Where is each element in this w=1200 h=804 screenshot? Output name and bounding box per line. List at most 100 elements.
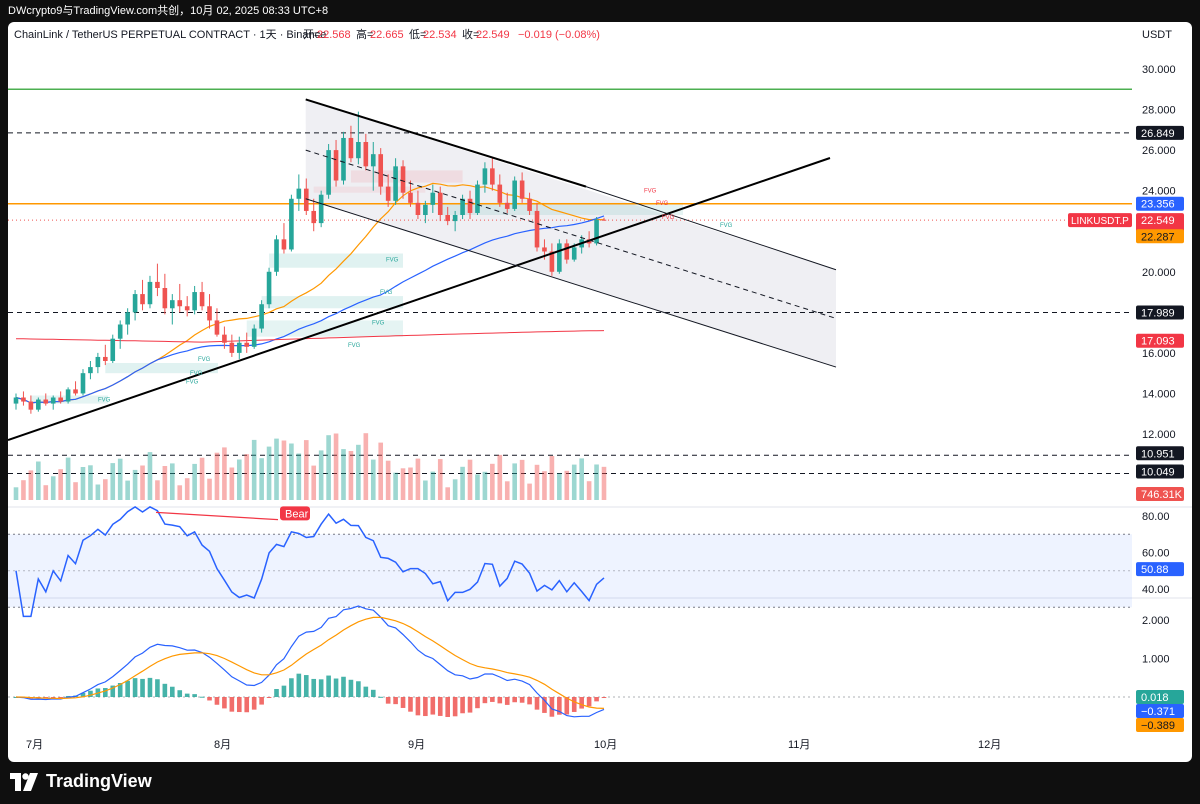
rsi-pane[interactable]: Bear 80.00 60.00 40.00	[8, 505, 1170, 618]
macd-value-tag-bg	[1136, 704, 1184, 718]
price-tag-26849: 26.849	[1141, 128, 1175, 140]
volume-bar	[333, 433, 339, 500]
legend-low-label: 低=	[409, 28, 426, 41]
candle-body	[222, 334, 227, 343]
macd-histogram-bar	[303, 675, 309, 697]
price-tick-label: 20.000	[1142, 267, 1176, 279]
candle-body	[437, 192, 443, 215]
volume-bar	[579, 458, 584, 500]
macd-histogram-bar	[445, 697, 451, 717]
candle-body	[311, 210, 317, 224]
candle-body	[236, 342, 242, 353]
volume-bar	[73, 482, 78, 500]
volume-bar	[117, 458, 123, 500]
chart-canvas[interactable]: ChainLink / TetherUS PERPETUAL CONTRACT …	[8, 22, 1192, 762]
last-price-tag: 22.549	[1141, 215, 1175, 227]
macd-histogram-bar	[393, 697, 398, 705]
macd-signal-line	[15, 616, 605, 709]
macd-tick-label: 1.000	[1142, 654, 1170, 666]
macd-histogram-bar	[155, 679, 160, 697]
price-axis-unit: USDT	[1142, 29, 1172, 41]
volume-bar	[88, 465, 93, 500]
candle-body	[497, 184, 503, 203]
macd-histogram-bar	[504, 697, 510, 705]
candle-body	[400, 166, 406, 193]
volume-bar	[527, 483, 532, 500]
volume-bar	[274, 438, 279, 500]
volume-bar	[236, 459, 242, 500]
chart-panel[interactable]: ChainLink / TetherUS PERPETUAL CONTRACT …	[8, 22, 1192, 762]
macd-histogram-bar	[519, 697, 525, 703]
candle-body	[169, 300, 175, 309]
legend-close-value: 22.549	[476, 29, 510, 41]
bear-badge	[280, 506, 310, 521]
main-pane[interactable]: FVG FVG FVG FVG FVG FVG FVG FVG FVG FVG FVG FVG	[8, 88, 1132, 500]
macd-histogram-bar	[363, 686, 369, 697]
volume-bar	[95, 484, 101, 500]
candle-body	[601, 219, 607, 221]
time-axis-label: 12月	[978, 739, 1001, 751]
candle-body	[363, 142, 369, 167]
price-tick-label: 12.000	[1142, 429, 1176, 441]
candle-body	[214, 320, 220, 335]
volume-bar	[58, 469, 63, 500]
macd-histogram-bar	[534, 697, 540, 710]
macd-histogram-bar	[408, 697, 413, 712]
candle-body	[177, 300, 183, 307]
volume-bar	[504, 481, 510, 500]
price-tag-17093-bg	[1136, 333, 1184, 348]
legend-close-label: 收=	[462, 27, 479, 41]
macd-histogram-bar	[147, 677, 153, 697]
macd-histogram-bar	[65, 695, 71, 697]
candle-body	[467, 198, 473, 213]
volume-bar	[452, 479, 458, 500]
time-axis[interactable]: 7月 8月 9月 10月 11月 12月	[26, 739, 1001, 751]
volume-tag-bg	[1136, 487, 1184, 501]
candle-body	[117, 324, 123, 339]
price-axis[interactable]: 30.00028.00026.00024.00022.00020.00018.0…	[1142, 64, 1176, 441]
ascending-trendline	[8, 157, 831, 441]
candle-body	[341, 137, 346, 181]
symbol-tag-bg	[1068, 213, 1132, 228]
macd-histogram-bar	[385, 697, 391, 704]
volume-bar	[423, 480, 428, 500]
volume-bar	[467, 459, 473, 500]
candle-body	[281, 239, 287, 250]
fvg-label: FVG	[98, 398, 111, 404]
volume-bar	[385, 460, 391, 500]
rsi-tick-label: 40.00	[1142, 584, 1170, 596]
macd-histogram-bar	[222, 697, 227, 709]
macd-histogram-bar	[296, 673, 302, 697]
fvg-label: FVG	[662, 215, 675, 221]
channel-top-bold-line	[305, 98, 587, 188]
fvg-label: FVG	[198, 357, 211, 363]
candle-body	[95, 356, 101, 368]
volume-bar	[177, 485, 183, 500]
candle-body	[43, 399, 49, 404]
macd-histogram-bar	[274, 688, 279, 697]
candle-body	[229, 342, 235, 353]
candle-body	[393, 166, 398, 201]
tradingview-brand[interactable]: TradingView	[10, 771, 152, 792]
volume-bar	[222, 447, 227, 500]
volume-bar	[28, 470, 34, 500]
candle-body	[50, 397, 56, 404]
volume-bar	[43, 485, 49, 500]
macd-histogram-bar	[214, 697, 220, 705]
legend-high-value: 22.665	[370, 29, 404, 41]
candle-body	[110, 338, 116, 361]
candle-body	[348, 137, 354, 159]
price-tick-label: 30.000	[1142, 64, 1176, 76]
volume-bar	[534, 464, 540, 500]
volume-bar	[214, 452, 220, 500]
candle-body	[564, 243, 570, 260]
price-tick-label: 14.000	[1142, 388, 1176, 400]
volume-bar	[169, 463, 175, 500]
time-axis-label: 8月	[214, 739, 231, 751]
volume-bar	[557, 473, 562, 500]
candle-body	[162, 288, 168, 309]
volume-bar	[586, 481, 592, 500]
price-tag-23356: 23.356	[1141, 199, 1175, 211]
macd-pane[interactable]: 2.000 1.000	[8, 605, 1170, 718]
brand-name: TradingView	[46, 771, 152, 791]
